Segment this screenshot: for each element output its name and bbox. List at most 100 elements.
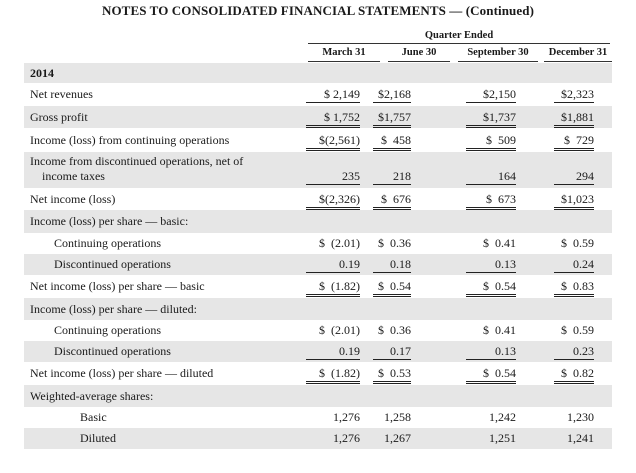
row-label: Weighted-average shares: <box>30 389 154 403</box>
value-cell: $ (1.82) <box>306 279 360 297</box>
value-cell: $ 0.59 <box>561 323 594 337</box>
value-cell: 1,242 <box>489 410 516 424</box>
value-cell: $ 0.59 <box>561 236 594 250</box>
row-label-line: Income from discontinued operations, net… <box>30 154 244 168</box>
row-label: Net income (loss) per share — diluted <box>30 366 214 380</box>
table-row: Net income (loss) per share — basic $ (1.… <box>24 275 612 298</box>
value-cell: $1,757 <box>373 110 411 128</box>
value-cell: $1,737 <box>466 110 516 128</box>
row-label: Income from discontinued operations, net… <box>30 154 243 184</box>
column-header-june: June 30 <box>401 47 437 58</box>
value-cell: 0.13 <box>466 344 516 360</box>
value-cell: 1,251 <box>489 431 516 445</box>
value-cell: 1,230 <box>567 410 594 424</box>
value-cell: $ 0.36 <box>378 236 411 250</box>
row-label: Continuing operations <box>54 236 161 250</box>
table-row: Discontinued operations 0.19 0.17 0.13 0.23 <box>24 341 612 362</box>
value-cell: 0.19 <box>306 344 360 360</box>
row-label: Income (loss) from continuing operations <box>30 133 230 147</box>
row-label: Discontinued operations <box>54 344 171 358</box>
value-cell: 164 <box>466 169 516 185</box>
value-cell: 1,276 <box>333 431 360 445</box>
quarter-ended-header: Quarter Ended <box>424 30 494 41</box>
value-cell: $(2,561) <box>306 133 360 151</box>
value-cell: $ 0.54 <box>373 279 411 297</box>
value-cell: 0.13 <box>466 257 516 273</box>
table-row: Basic 1,276 1,258 1,242 1,230 <box>24 407 612 428</box>
table-row: Diluted 1,276 1,267 1,251 1,241 <box>24 428 612 449</box>
row-label: Income (loss) per share — basic: <box>30 214 189 228</box>
value-cell: 1,267 <box>384 431 411 445</box>
value-cell: $ 0.83 <box>554 279 594 297</box>
value-cell: $ 1,752 <box>306 110 360 128</box>
table-row: 2014 <box>24 63 612 83</box>
value-cell: 1,276 <box>333 410 360 424</box>
row-label-line: income taxes <box>42 169 105 183</box>
table-row: Continuing operations $ (2.01) $ 0.36 $ 0.4… <box>24 320 612 341</box>
table-row: Income (loss) per share — basic: <box>24 210 612 233</box>
value-cell: $ 673 <box>466 192 516 210</box>
column-header-december: December 31 <box>548 47 608 58</box>
value-cell: $2,168 <box>373 87 411 103</box>
row-label: Net income (loss) <box>30 192 116 206</box>
row-label: Net revenues <box>30 87 93 101</box>
value-cell: $1,881 <box>554 110 594 128</box>
value-cell: $ 0.54 <box>466 366 516 384</box>
value-cell: 0.17 <box>373 344 411 360</box>
value-cell: $1,023 <box>554 192 594 210</box>
value-cell: $(2,326) <box>306 192 360 210</box>
table-row: Net revenues $ 2,149 $2,168 $2,150 $2,323 <box>24 83 612 106</box>
table-row: Net income (loss) $(2,326) $ 676 $ 673 $1,02… <box>24 188 612 210</box>
table-row: Net income (loss) per share — diluted $ (… <box>24 362 612 385</box>
table-row: Continuing operations $ (2.01) $ 0.36 $ 0.4… <box>24 233 612 254</box>
value-cell: $ 0.82 <box>554 366 594 384</box>
value-cell: $ 509 <box>466 133 516 151</box>
row-label: Basic <box>80 410 107 424</box>
value-cell: $ (1.82) <box>306 366 360 384</box>
value-cell: 0.23 <box>554 344 594 360</box>
column-rule-june <box>388 61 450 62</box>
table-row: Income (loss) per share — diluted: <box>24 298 612 320</box>
value-cell: 218 <box>373 169 411 185</box>
statement-table: 2014 Net revenues $ 2,149 $2,168 $2,150 $2,32… <box>24 63 612 449</box>
value-cell: 0.24 <box>554 257 594 273</box>
value-cell: $ (2.01) <box>319 236 360 250</box>
column-rule-september <box>458 61 538 62</box>
column-header-september: September 30 <box>467 47 529 58</box>
value-cell: $ 0.36 <box>378 323 411 337</box>
table-row: Weighted-average shares: <box>24 385 612 407</box>
value-cell: 294 <box>554 169 594 185</box>
value-cell: 235 <box>306 169 360 185</box>
value-cell: $ 676 <box>373 192 411 210</box>
value-cell: 1,241 <box>567 431 594 445</box>
value-cell: $ 0.53 <box>373 366 411 384</box>
row-label: Discontinued operations <box>54 257 171 271</box>
value-cell: $ 0.54 <box>466 279 516 297</box>
value-cell: $ 2,149 <box>306 87 360 103</box>
value-cell: 1,258 <box>384 410 411 424</box>
value-cell: $ 729 <box>554 133 594 151</box>
document-title: NOTES TO CONSOLIDATED FINANCIAL STATEMEN… <box>101 3 535 18</box>
row-label: Diluted <box>80 431 116 445</box>
table-row: Income (loss) from continuing operations… <box>24 128 612 152</box>
column-rule-march <box>308 61 380 62</box>
row-label: 2014 <box>30 66 54 80</box>
row-label: Net income (loss) per share — basic <box>30 279 205 293</box>
row-label: Gross profit <box>30 110 88 124</box>
value-cell: 0.18 <box>373 257 411 273</box>
value-cell: $ 0.41 <box>483 323 516 337</box>
value-cell: $ (2.01) <box>319 323 360 337</box>
value-cell: $2,150 <box>466 87 516 103</box>
value-cell: 0.19 <box>306 257 360 273</box>
table-row: Income from discontinued operations, net… <box>24 152 612 188</box>
value-cell: $2,323 <box>554 87 594 103</box>
quarter-ended-rule <box>308 43 610 44</box>
row-label: Continuing operations <box>54 323 161 337</box>
table-row: Discontinued operations 0.19 0.18 0.13 0.24 <box>24 254 612 275</box>
table-row: Gross profit $ 1,752 $1,757 $1,737 $1,881 <box>24 106 612 128</box>
value-cell: $ 458 <box>373 133 411 151</box>
column-rule-december <box>544 61 612 62</box>
value-cell: $ 0.41 <box>483 236 516 250</box>
column-header-march: March 31 <box>322 47 366 58</box>
